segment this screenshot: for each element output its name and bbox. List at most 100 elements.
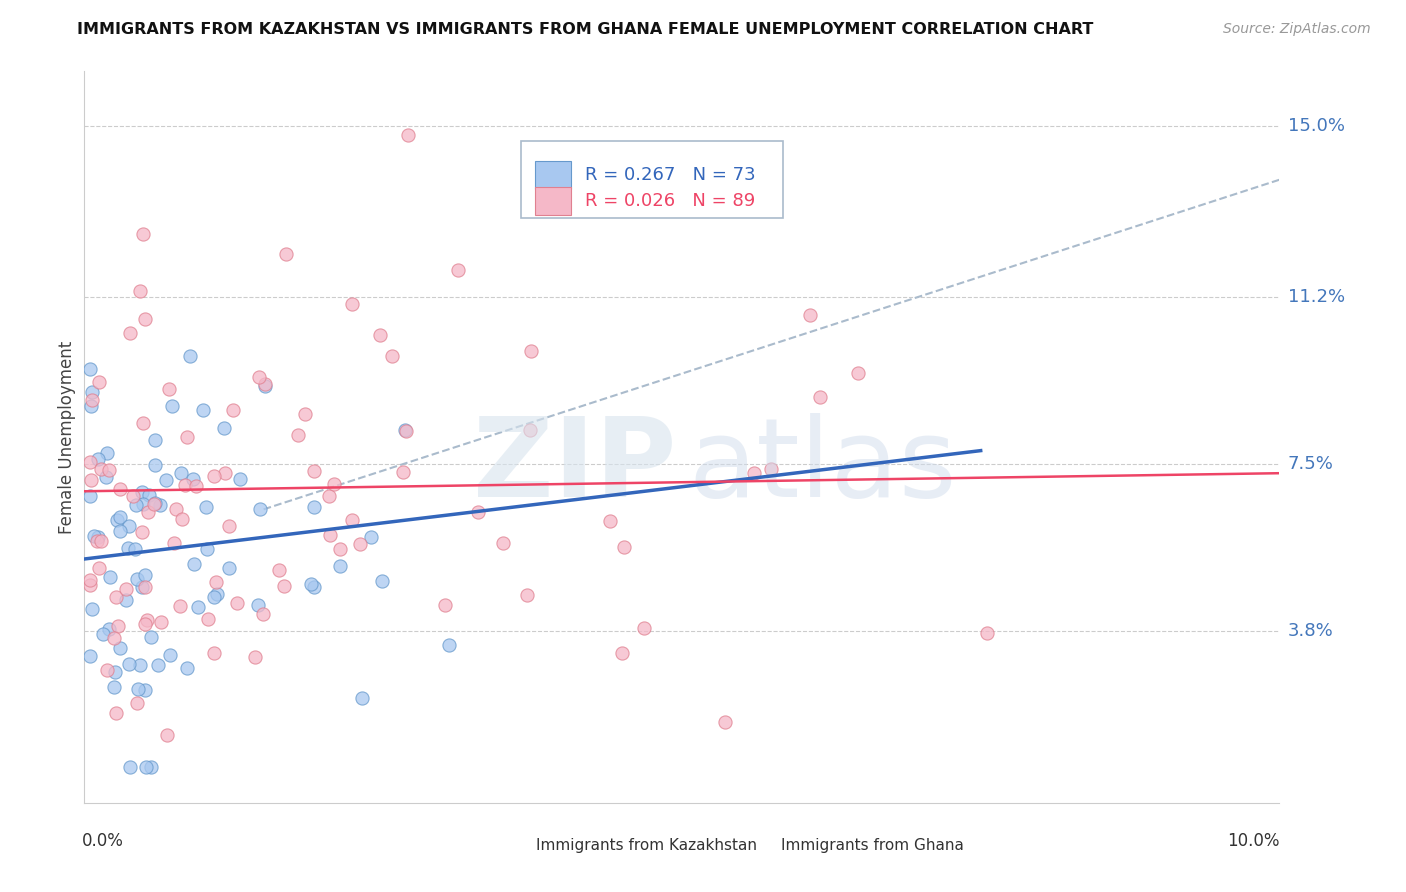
Point (135, 760, 157, 774)
Point (371, 574, 394, 588)
Point (218, 519, 240, 533)
Point (117, 519, 139, 533)
Point (138, 488, 160, 502)
Point (349, 537, 371, 551)
Point (131, 485, 153, 500)
Point (143, 496, 166, 510)
Point (391, 466, 413, 480)
Point (222, 402, 245, 417)
Point (155, 474, 177, 488)
Point (252, 607, 274, 622)
Point (318, 489, 340, 503)
Point (79, 361, 101, 376)
FancyBboxPatch shape (724, 834, 772, 856)
Point (124, 498, 146, 512)
Point (226, 596, 249, 610)
Point (187, 599, 209, 614)
Text: ZIP: ZIP (472, 413, 676, 520)
Point (108, 482, 131, 496)
Point (613, 540, 636, 554)
Point (381, 349, 404, 363)
Point (165, 501, 187, 516)
Point (98, 623, 121, 637)
Point (105, 590, 128, 604)
Point (87, 451, 110, 466)
Point (302, 500, 325, 514)
Point (205, 587, 228, 601)
Point (254, 377, 277, 392)
Point (80, 385, 103, 400)
Point (124, 542, 146, 557)
Text: 15.0%: 15.0% (1288, 117, 1344, 135)
Point (131, 227, 153, 241)
Point (759, 462, 782, 476)
Point (103, 631, 125, 645)
Point (247, 369, 270, 384)
Text: Immigrants from Ghana: Immigrants from Ghana (782, 838, 965, 853)
Point (329, 541, 352, 556)
Point (302, 580, 325, 594)
Point (134, 617, 156, 632)
Point (202, 590, 225, 604)
Point (148, 658, 170, 673)
Point (808, 390, 831, 404)
Point (120, 760, 142, 774)
Point (197, 612, 219, 626)
Point (117, 541, 139, 555)
Point (492, 536, 515, 550)
Point (136, 505, 159, 519)
Point (169, 599, 191, 614)
Point (96, 663, 118, 677)
Point (134, 568, 156, 582)
Point (229, 472, 252, 486)
Point (360, 530, 382, 544)
Point (90, 534, 112, 549)
Point (273, 579, 295, 593)
Point (163, 536, 186, 550)
Text: R = 0.267   N = 73: R = 0.267 N = 73 (585, 166, 756, 184)
Point (179, 349, 201, 363)
Point (520, 343, 543, 358)
Point (247, 599, 270, 613)
Point (976, 625, 998, 640)
Point (516, 588, 538, 602)
Point (276, 247, 298, 261)
Point (131, 580, 153, 594)
Text: 7.5%: 7.5% (1288, 455, 1334, 473)
Point (149, 615, 172, 630)
Point (249, 502, 271, 516)
Point (132, 497, 155, 511)
Point (173, 477, 195, 491)
Point (214, 421, 236, 435)
Point (79, 489, 101, 503)
Point (96, 446, 118, 460)
Point (132, 416, 155, 430)
Point (104, 706, 127, 720)
Point (131, 524, 153, 539)
Text: atlas: atlas (688, 413, 956, 520)
Point (107, 619, 129, 633)
Point (340, 513, 363, 527)
FancyBboxPatch shape (534, 161, 571, 188)
Point (160, 399, 183, 413)
Point (134, 580, 156, 594)
Point (176, 661, 198, 675)
Point (287, 428, 309, 442)
Point (245, 650, 267, 665)
Point (145, 458, 167, 472)
Text: R = 0.026   N = 89: R = 0.026 N = 89 (585, 192, 755, 210)
Point (267, 563, 290, 577)
Point (714, 714, 737, 729)
FancyBboxPatch shape (520, 141, 783, 218)
Point (110, 510, 132, 524)
Text: 11.2%: 11.2% (1288, 288, 1346, 306)
Point (136, 613, 159, 627)
Point (79, 573, 101, 587)
Point (186, 479, 208, 493)
FancyBboxPatch shape (534, 186, 571, 215)
Point (368, 328, 391, 343)
Y-axis label: Female Unemployment: Female Unemployment (58, 341, 76, 533)
Point (447, 263, 470, 277)
Point (396, 128, 419, 142)
Point (176, 430, 198, 444)
